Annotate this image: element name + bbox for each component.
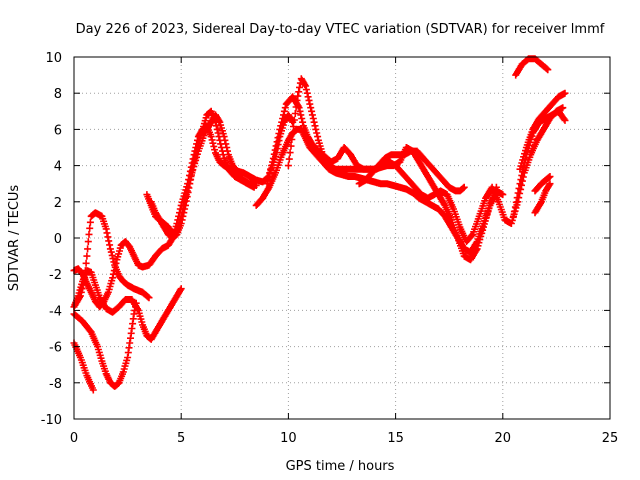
- x-tick-label: 15: [387, 431, 404, 446]
- y-tick-label: 4: [54, 160, 62, 175]
- data-point-markers: [284, 75, 500, 264]
- series-track-10: [284, 75, 500, 264]
- series-track-2: [70, 299, 140, 390]
- y-tick-label: -4: [49, 304, 62, 319]
- data-point-markers: [70, 299, 140, 390]
- x-axis-label: GPS time / hours: [286, 459, 395, 474]
- y-tick-label: 2: [54, 196, 62, 211]
- series-track-14: [531, 173, 554, 195]
- data-point-markers: [147, 107, 258, 242]
- series-track-11: [355, 147, 468, 195]
- series-track-7: [147, 107, 258, 242]
- x-tick-label: 0: [70, 431, 78, 446]
- x-tick-label: 10: [280, 431, 297, 446]
- x-tick-label: 5: [177, 431, 185, 446]
- data-point-markers: [355, 147, 468, 195]
- x-tick-label: 20: [495, 431, 512, 446]
- y-tick-label: -2: [49, 268, 62, 283]
- y-tick-label: 10: [45, 51, 62, 66]
- y-tick-label: 0: [54, 232, 62, 247]
- grid-layer: [74, 57, 610, 419]
- y-tick-label: 8: [54, 87, 62, 102]
- data-point-markers: [516, 89, 569, 173]
- y-tick-label: 6: [54, 123, 62, 138]
- series-track-13: [516, 89, 569, 173]
- data-layer: [70, 55, 569, 394]
- series-track-16: [512, 55, 552, 79]
- x-tick-label: 25: [602, 431, 619, 446]
- series-track-15: [531, 180, 554, 217]
- y-axis-label: SDTVAR / TECUs: [7, 185, 22, 292]
- data-point-markers: [70, 209, 153, 311]
- data-point-markers: [512, 55, 552, 79]
- y-tick-label: -6: [49, 341, 62, 356]
- data-point-markers: [531, 173, 554, 195]
- y-tick-label: -10: [41, 413, 62, 428]
- series-track-3: [70, 209, 153, 311]
- chart-title: Day 226 of 2023, Sidereal Day-to-day VTE…: [76, 22, 605, 37]
- data-point-markers: [531, 180, 554, 217]
- y-tick-label: -8: [49, 377, 62, 392]
- tick-layer: 0 5 10 15 20 25 -10 -8 -6 -4 -2 0 2 4 6 8 10: [41, 51, 619, 446]
